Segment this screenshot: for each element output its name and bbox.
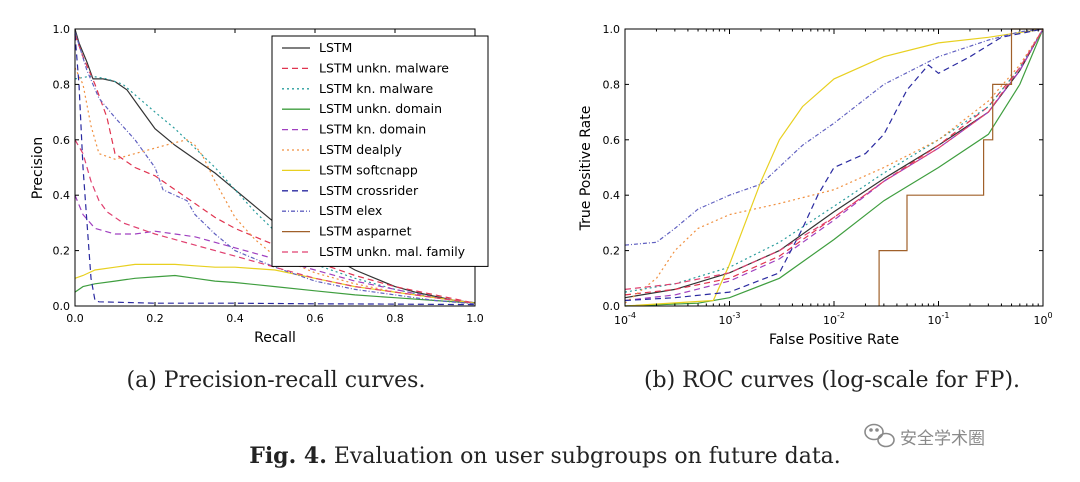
roc-x-tick-label: 10-2 [823, 311, 845, 327]
pr-series-4 [74, 194, 476, 304]
roc-x-tick-label: 10-1 [928, 311, 950, 327]
roc-series-3 [624, 28, 1044, 307]
pr-legend-label: LSTM unkn. domain [319, 101, 442, 116]
roc-y-tick-label: 0.4 [603, 189, 621, 202]
pr-series-0 [74, 28, 476, 304]
pr-series-3 [74, 274, 476, 304]
pr-x-tick-label: 0.0 [66, 312, 84, 325]
pr-chart: 0.0 0.2 0.4 0.6 0.8 1.0 0.0 0.2 0.4 0.6 0.8 1.0 Rec… [30, 23, 489, 393]
roc-series-9 [878, 28, 1043, 306]
roc-series-6 [624, 28, 1044, 307]
roc-x-axis-label: False Positive Rate [769, 332, 899, 348]
pr-legend-label: LSTM crossrider [319, 183, 419, 198]
pr-y-axis-label: Precision [30, 137, 46, 199]
pr-legend-label: LSTM unkn. mal. family [319, 244, 466, 259]
pr-legend-label: LSTM unkn. malware [319, 60, 449, 75]
watermark: 安全学术圈 [864, 423, 985, 449]
roc-series-10 [624, 28, 1044, 290]
roc-y-tick-label: 0.6 [603, 134, 621, 147]
pr-series-7 [74, 34, 476, 306]
roc-series-0 [624, 28, 1044, 299]
pr-series-6 [74, 263, 476, 304]
pr-legend-label: LSTM kn. malware [319, 81, 433, 96]
pr-x-tick-label: 0.4 [226, 312, 244, 325]
roc-y-tick-label: 0.2 [603, 245, 621, 258]
roc-caption: (b) ROC curves (log-scale for FP). [644, 368, 1020, 393]
pr-legend-label: LSTM kn. domain [319, 122, 426, 137]
pr-y-tick-label: 0.0 [53, 300, 71, 313]
figure-caption: Fig. 4. Evaluation on user subgroups on … [249, 443, 841, 469]
pr-x-tick-label: 0.6 [306, 312, 324, 325]
pr-series-10 [74, 139, 476, 304]
roc-y-tick-label: 0.0 [603, 300, 621, 313]
pr-y-tick-label: 1.0 [53, 23, 71, 36]
pr-y-tick-label: 0.4 [53, 189, 71, 202]
roc-series-5 [624, 28, 1044, 304]
roc-series-7 [624, 28, 1044, 302]
roc-chart: 10-4 10-3 10-2 10-1 100 0.0 0.2 0.4 0.6 0.8 1.0 Fa… [578, 23, 1053, 393]
pr-legend: LSTM LSTM unkn. malware LSTM kn. malware L… [271, 35, 489, 267]
pr-y-tick-label: 0.6 [53, 134, 71, 147]
pr-series-8 [74, 31, 476, 305]
pr-series-group [74, 28, 476, 306]
roc-x-tick-label: 10-4 [614, 311, 636, 327]
pr-legend-label: LSTM asparnet [319, 224, 412, 239]
watermark-text: 安全学术圈 [900, 429, 985, 449]
roc-series-2 [624, 28, 1044, 293]
pr-y-tick-label: 0.8 [53, 78, 71, 91]
roc-x-tick-label: 10-3 [719, 311, 741, 327]
roc-y-axis-label: True Positive Rate [578, 106, 594, 232]
roc-series-group [624, 28, 1044, 307]
pr-series-1 [74, 34, 476, 304]
figure-caption-label: Fig. 4. [249, 443, 327, 469]
roc-x-tick-label: 100 [1033, 311, 1052, 327]
roc-series-8 [624, 28, 1044, 246]
pr-legend-label: LSTM [319, 40, 352, 55]
roc-plot-frame [624, 28, 1044, 307]
pr-legend-box [271, 35, 489, 267]
pr-y-tick-label: 0.2 [53, 245, 71, 258]
pr-series-2 [74, 75, 476, 304]
pr-x-tick-label: 1.0 [466, 312, 484, 325]
pr-x-axis-label: Recall [254, 330, 296, 346]
roc-y-tick-label: 1.0 [603, 23, 621, 36]
roc-series-4 [624, 28, 1044, 302]
figure-caption-text: Evaluation on user subgroups on future d… [327, 444, 841, 469]
pr-legend-label: LSTM softcnapp [319, 162, 418, 177]
pr-x-tick-label: 0.8 [386, 312, 404, 325]
roc-series-1 [624, 28, 1044, 296]
pr-x-tick-label: 0.2 [146, 312, 164, 325]
pr-legend-label: LSTM elex [319, 203, 382, 218]
pr-legend-label: LSTM dealply [319, 142, 402, 157]
pr-caption: (a) Precision-recall curves. [127, 368, 426, 393]
pr-ticks: 0.0 0.2 0.4 0.6 0.8 1.0 0.0 0.2 0.4 0.6 0.8 1.0 [53, 23, 484, 325]
roc-ticks: 10-4 10-3 10-2 10-1 100 0.0 0.2 0.4 0.6 0.8 1.0 [603, 23, 1053, 327]
roc-y-tick-label: 0.8 [603, 78, 621, 91]
wechat-icon [864, 423, 895, 448]
